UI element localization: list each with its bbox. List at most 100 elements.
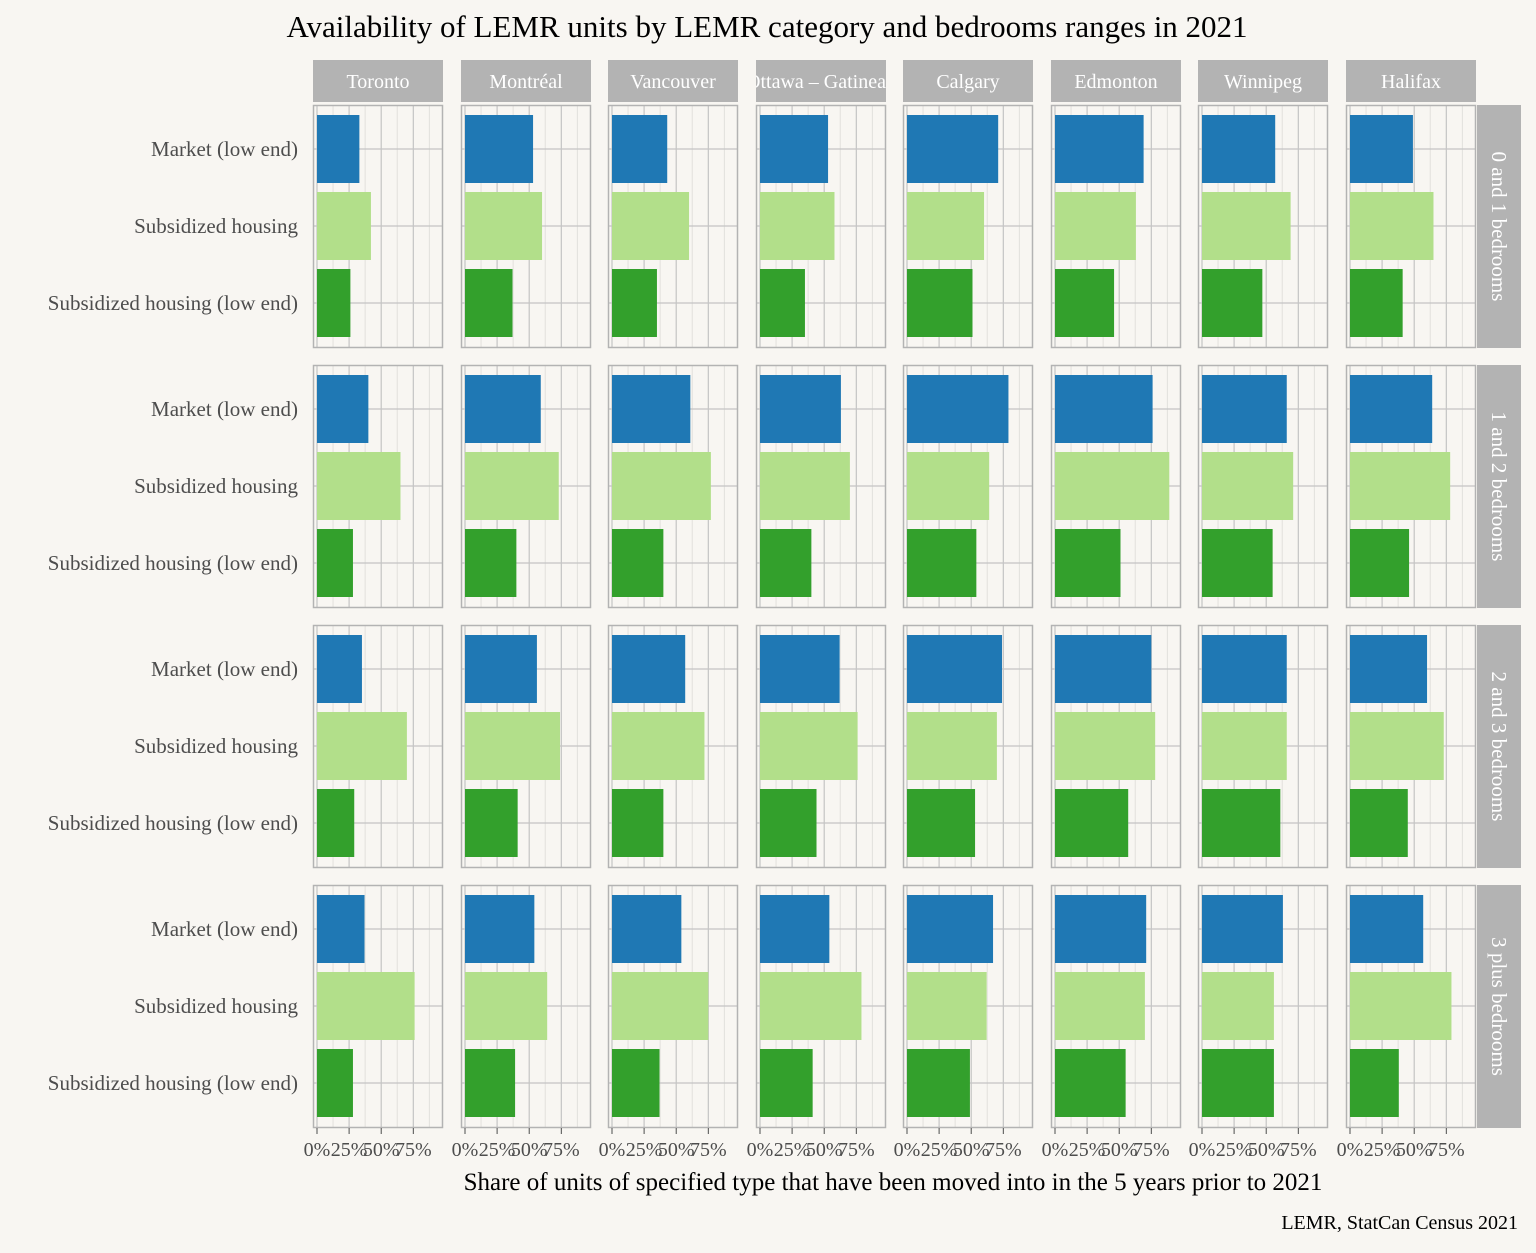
bar <box>612 712 705 780</box>
panel-border <box>607 624 739 869</box>
y-tick-label: Market (low end) <box>151 137 298 161</box>
bar <box>760 375 841 443</box>
bar <box>760 712 858 780</box>
bar <box>465 895 535 963</box>
bar <box>760 115 829 183</box>
bar <box>1350 972 1452 1040</box>
facet-panel <box>460 884 592 1129</box>
facet-panel <box>1345 104 1477 349</box>
panel-border <box>902 884 1034 1129</box>
panel-border <box>460 624 592 869</box>
y-tick-label: Subsidized housing (low end) <box>48 291 298 315</box>
bar <box>1055 115 1144 183</box>
panel-border <box>312 104 444 349</box>
bar <box>317 269 351 337</box>
row-strip-label: 3 plus bedrooms <box>1487 937 1511 1076</box>
x-tick-label: 25% <box>921 1139 958 1161</box>
panel-border <box>1050 104 1182 349</box>
bar <box>465 115 534 183</box>
bar <box>612 452 711 520</box>
bar <box>465 529 517 597</box>
bar <box>760 1049 813 1117</box>
x-tick-label: 25% <box>479 1139 516 1161</box>
row-strip-box <box>1477 105 1521 348</box>
x-tick-label: 0% <box>894 1139 921 1161</box>
x-tick-label: 0% <box>1042 1139 1069 1161</box>
y-tick-label: Subsidized housing <box>134 214 298 238</box>
x-tick-label: 25% <box>1216 1139 1253 1161</box>
bar <box>760 895 830 963</box>
facet-panel <box>312 104 444 349</box>
column-strip: Montréal <box>461 60 591 102</box>
bar <box>1055 529 1121 597</box>
row-strip: 3 plus bedrooms <box>1477 885 1521 1128</box>
bar <box>1055 1049 1126 1117</box>
bar <box>465 375 541 443</box>
facet-panel <box>460 104 592 349</box>
facet-panel <box>1345 884 1477 1129</box>
facet-panel <box>1197 364 1329 609</box>
bar <box>1202 452 1294 520</box>
bar <box>465 789 518 857</box>
bar <box>465 1049 516 1117</box>
bar <box>465 452 559 520</box>
bar <box>1202 712 1287 780</box>
panel-border <box>1345 104 1477 349</box>
facet-panel <box>460 624 592 869</box>
facet-panel <box>312 884 444 1129</box>
bar <box>317 529 353 597</box>
bar <box>907 375 1009 443</box>
facet-panel <box>607 624 739 869</box>
facet-panel <box>1050 104 1182 349</box>
column-strip-label: Winnipeg <box>1224 71 1302 93</box>
bar <box>1055 972 1145 1040</box>
column-strip-label: Edmonton <box>1074 71 1157 93</box>
facet-panel <box>755 884 887 1129</box>
bar <box>317 895 365 963</box>
bar <box>907 115 999 183</box>
x-tick-label: 25% <box>626 1139 663 1161</box>
bar <box>1055 635 1152 703</box>
column-strip-box <box>461 60 591 102</box>
x-tick-label: 0% <box>452 1139 479 1161</box>
y-tick-label: Market (low end) <box>151 657 298 681</box>
panel-border <box>607 104 739 349</box>
x-tick-label: 0% <box>1337 1139 1364 1161</box>
bar <box>1055 269 1115 337</box>
y-tick-label: Subsidized housing (low end) <box>48 811 298 835</box>
column-strip-label: Vancouver <box>630 71 716 93</box>
facet-panel <box>607 104 739 349</box>
x-tick-label: 50% <box>1101 1139 1138 1161</box>
column-strip-box <box>313 60 443 102</box>
row-strip: 1 and 2 bedrooms <box>1477 365 1521 608</box>
column-strip-box <box>756 60 886 102</box>
panel-border <box>1197 364 1329 609</box>
bar <box>1202 972 1274 1040</box>
bar <box>612 115 668 183</box>
facet-panel <box>1345 364 1477 609</box>
row-strip-box <box>1477 885 1521 1128</box>
facet-panel <box>755 624 887 869</box>
column-strip: Edmonton <box>1051 60 1181 102</box>
x-tick-label: 75% <box>543 1139 580 1161</box>
bar <box>465 192 543 260</box>
x-tick-label: 75% <box>1280 1139 1317 1161</box>
panel-border <box>1197 104 1329 349</box>
x-tick-label: 50% <box>1396 1139 1433 1161</box>
bar <box>1350 192 1434 260</box>
x-tick-label: 0% <box>304 1139 331 1161</box>
bar <box>1202 1049 1274 1117</box>
bar <box>760 972 862 1040</box>
x-tick-label: 50% <box>1248 1139 1285 1161</box>
column-strip: Winnipeg <box>1198 60 1328 102</box>
bar <box>317 789 355 857</box>
bar <box>612 635 686 703</box>
bar <box>612 895 682 963</box>
panel-border <box>1345 364 1477 609</box>
bar <box>760 529 812 597</box>
bar <box>465 712 561 780</box>
bar <box>1202 269 1263 337</box>
column-strip-box <box>608 60 738 102</box>
column-strip: Halifax <box>1346 60 1476 102</box>
x-tick-label: 0% <box>747 1139 774 1161</box>
